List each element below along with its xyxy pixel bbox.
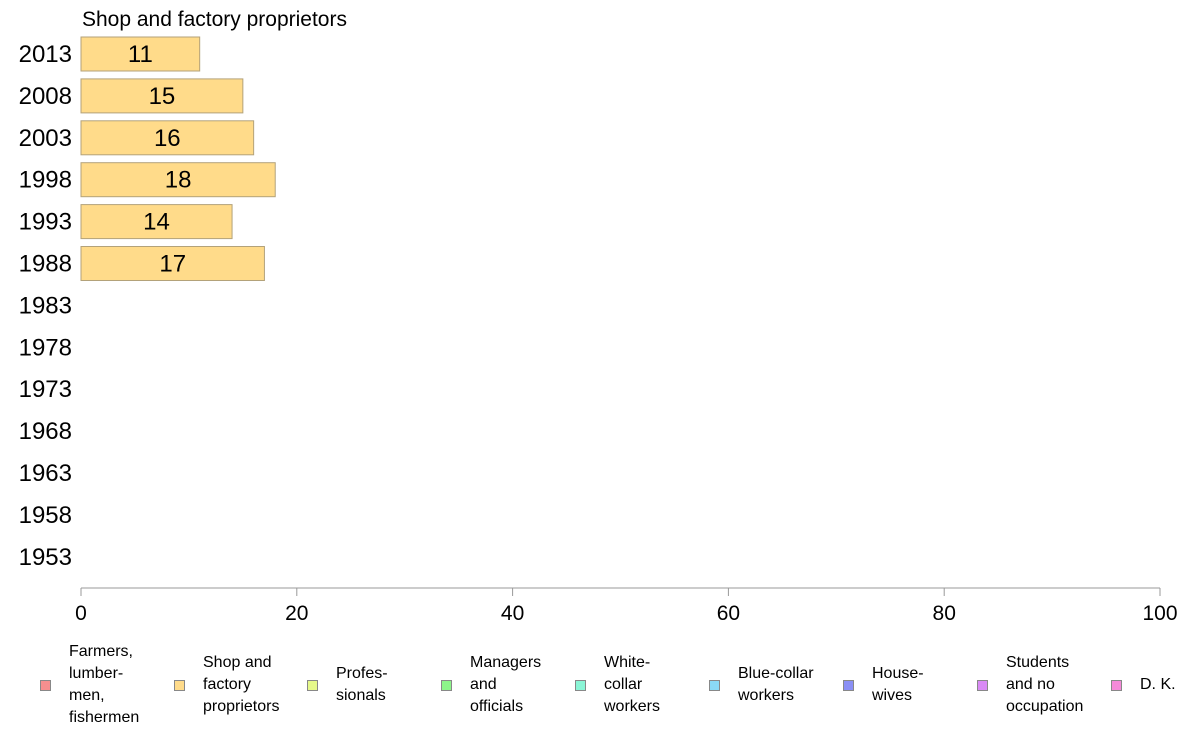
legend-item: House- wives [843,640,924,730]
year-label: 1993 [19,209,72,236]
bar [80,204,233,240]
bar [80,36,201,72]
legend-swatch [307,679,318,691]
bar [80,246,265,281]
year-label: 1968 [19,418,72,445]
bar-value-label: 18 [165,167,192,194]
legend-label: Students and no occupation [1006,654,1084,715]
legend-label: Blue-collar workers [738,665,814,704]
legend-item: Profes- sionals [307,640,388,730]
legend-label: Shop and factory proprietors [203,654,280,715]
year-label: 2013 [19,41,72,68]
bar [80,162,276,198]
bar-value-label: 14 [143,209,170,236]
legend-swatch [40,679,51,691]
year-label: 1983 [19,292,72,319]
bar-value-label: 15 [149,83,176,110]
year-label: 1963 [19,460,72,487]
year-label: 1988 [19,251,72,278]
bar-value-label: 17 [159,251,186,278]
legend: Farmers, lumber- men, fishermen Shop and … [0,640,1188,736]
legend-item: D. K. [1111,640,1176,730]
legend-item: Students and no occupation [977,640,1083,730]
legend-label: Profes- sionals [336,665,388,704]
x-tick-label: 100 [1142,602,1177,625]
legend-label: Farmers, lumber- men, fishermen [69,643,140,726]
legend-item: White- collar workers [575,640,660,730]
year-label: 1958 [19,502,72,529]
bar [80,78,244,114]
year-label: 1978 [19,334,72,361]
year-label: 1998 [19,167,72,194]
legend-label: White- collar workers [604,654,661,715]
x-tick-label: 60 [717,602,740,625]
year-label: 1953 [19,544,72,571]
x-tick-label: 40 [501,602,524,625]
bar-value-label: 11 [128,41,153,68]
x-tick-label: 80 [933,602,956,625]
year-label: 2008 [19,83,72,110]
x-tick-label: 20 [285,602,308,625]
bars-layer: 11 15 16 18 14 17 [80,36,276,281]
legend-swatch [709,679,720,691]
legend-item: Farmers, lumber- men, fishermen [40,640,139,730]
bar [80,120,255,156]
legend-swatch [977,679,988,691]
legend-item: Managers and officials [441,640,541,730]
x-tick-label: 0 [75,602,87,625]
bar-chart: Shop and factory proprietors 11151618141… [19,8,1178,625]
legend-label: House- wives [872,665,924,704]
legend-swatch [441,679,452,691]
bar-value-label: 16 [154,125,181,152]
legend-label: D. K. [1140,676,1176,693]
year-labels: 2013 2008 2003 1998 1993 1988 1983 1978 1973 1968… [19,41,72,571]
legend-item: Shop and factory proprietors [174,640,279,730]
chart-title: Shop and factory proprietors [82,8,347,31]
year-label: 1973 [19,376,72,403]
legend-swatch [174,679,185,691]
legend-item: Blue-collar workers [709,640,814,730]
legend-swatch [575,679,586,691]
legend-swatch [1111,679,1122,691]
x-axis: 0 20 40 60 80 100 [75,587,1178,625]
year-label: 2003 [19,125,72,152]
legend-label: Managers and officials [470,654,542,715]
legend-swatch [843,679,854,691]
